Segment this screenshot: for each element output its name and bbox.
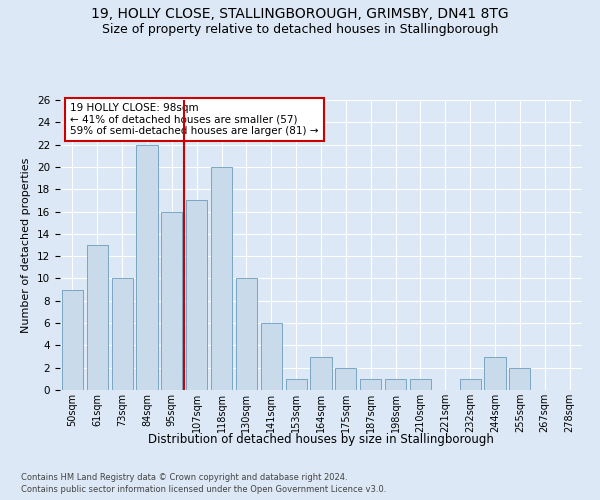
Bar — [211, 167, 232, 390]
Text: Contains public sector information licensed under the Open Government Licence v3: Contains public sector information licen… — [21, 485, 386, 494]
Bar — [62, 290, 83, 390]
Bar — [460, 379, 481, 390]
Text: 19 HOLLY CLOSE: 98sqm
← 41% of detached houses are smaller (57)
59% of semi-deta: 19 HOLLY CLOSE: 98sqm ← 41% of detached … — [70, 103, 319, 136]
Bar — [112, 278, 133, 390]
Bar — [161, 212, 182, 390]
Bar — [87, 245, 108, 390]
Bar — [484, 356, 506, 390]
Text: Contains HM Land Registry data © Crown copyright and database right 2024.: Contains HM Land Registry data © Crown c… — [21, 472, 347, 482]
Text: Distribution of detached houses by size in Stallingborough: Distribution of detached houses by size … — [148, 432, 494, 446]
Bar — [186, 200, 207, 390]
Y-axis label: Number of detached properties: Number of detached properties — [22, 158, 31, 332]
Bar — [236, 278, 257, 390]
Bar — [286, 379, 307, 390]
Text: 19, HOLLY CLOSE, STALLINGBOROUGH, GRIMSBY, DN41 8TG: 19, HOLLY CLOSE, STALLINGBOROUGH, GRIMSB… — [91, 8, 509, 22]
Text: Size of property relative to detached houses in Stallingborough: Size of property relative to detached ho… — [102, 22, 498, 36]
Bar — [360, 379, 381, 390]
Bar — [261, 323, 282, 390]
Bar — [509, 368, 530, 390]
Bar — [310, 356, 332, 390]
Bar — [385, 379, 406, 390]
Bar — [136, 144, 158, 390]
Bar — [410, 379, 431, 390]
Bar — [335, 368, 356, 390]
